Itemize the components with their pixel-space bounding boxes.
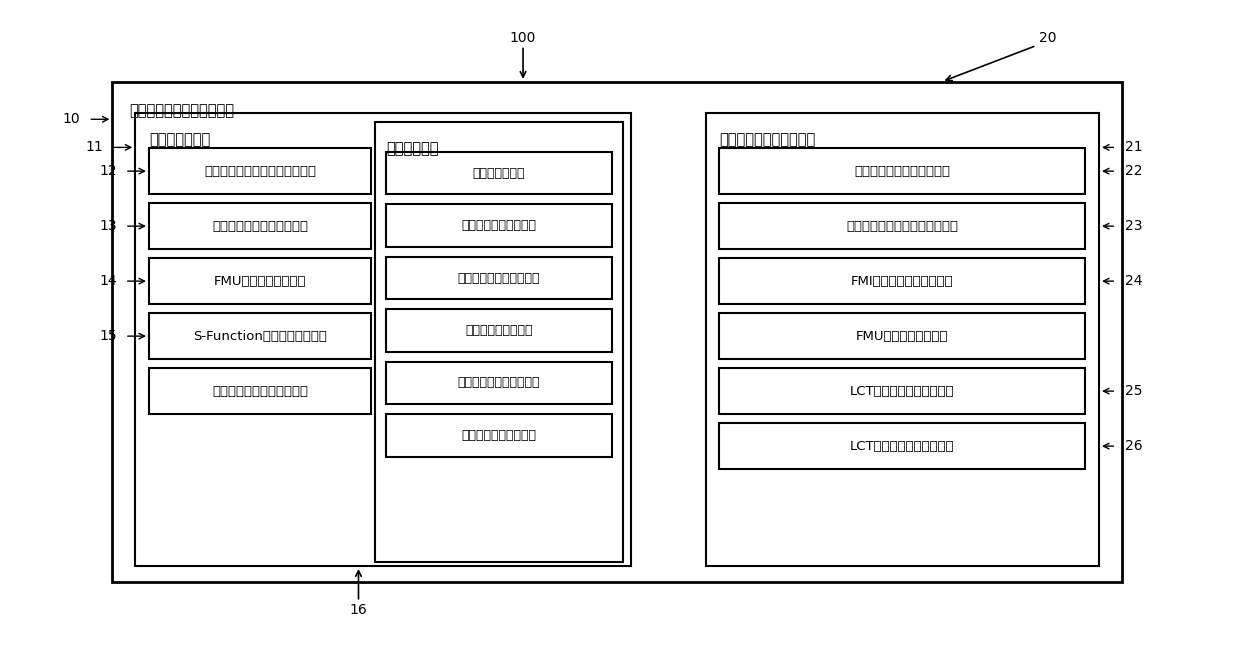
Bar — [149, 313, 371, 359]
Text: LCT模型定义文件生成模块: LCT模型定义文件生成模块 — [851, 439, 955, 452]
Text: 13: 13 — [99, 219, 117, 233]
Bar — [386, 256, 613, 299]
Text: 操作信号传递与处理模块: 操作信号传递与处理模块 — [458, 271, 541, 284]
Text: 22: 22 — [1126, 164, 1143, 178]
Text: 100: 100 — [510, 31, 536, 45]
Bar — [149, 368, 371, 414]
Text: 16: 16 — [350, 603, 367, 617]
Text: 模型目录状态监测模块: 模型目录状态监测模块 — [461, 429, 537, 442]
Text: 21: 21 — [1126, 141, 1143, 154]
Bar — [719, 258, 1085, 304]
Text: 14: 14 — [99, 274, 117, 288]
Text: 24: 24 — [1126, 274, 1143, 288]
Text: FMI接口代码文件生成模块: FMI接口代码文件生成模块 — [851, 275, 954, 288]
Text: 用户模型定义文件解析模块: 用户模型定义文件解析模块 — [854, 165, 950, 178]
Text: 15: 15 — [99, 329, 117, 343]
Bar — [719, 203, 1085, 249]
Bar — [719, 368, 1085, 414]
Bar — [149, 258, 371, 304]
Bar — [113, 82, 1122, 582]
Text: S-Function构建脚本生成模块: S-Function构建脚本生成模块 — [193, 329, 327, 342]
Text: 接口解析及代码生成工具: 接口解析及代码生成工具 — [719, 132, 816, 146]
Text: FMU构建脚本生成模块: FMU构建脚本生成模块 — [213, 275, 306, 288]
Bar — [719, 423, 1085, 469]
Text: 公用数据结构定义文件解析模块: 公用数据结构定义文件解析模块 — [205, 165, 316, 178]
Text: 12: 12 — [99, 164, 117, 178]
Text: FMU描述文件生成模块: FMU描述文件生成模块 — [856, 329, 949, 342]
Text: LCT接口代码文件生成模块: LCT接口代码文件生成模块 — [851, 385, 955, 398]
Bar — [719, 148, 1085, 194]
Bar — [149, 203, 371, 249]
Text: 系统配置持久化模块: 系统配置持久化模块 — [465, 324, 533, 337]
Bar — [374, 122, 624, 562]
Text: 23: 23 — [1126, 219, 1143, 233]
Text: 可交互表格控件: 可交互表格控件 — [472, 167, 526, 180]
Text: 多语言界面样式及布局: 多语言界面样式及布局 — [461, 219, 537, 232]
Bar — [386, 362, 613, 404]
Text: 外部进程调用与监测模块: 外部进程调用与监测模块 — [458, 376, 541, 389]
Text: 11: 11 — [86, 141, 103, 154]
Bar — [386, 152, 613, 194]
Text: 26: 26 — [1126, 439, 1143, 453]
Bar — [719, 313, 1085, 359]
Text: 25: 25 — [1126, 384, 1143, 398]
Bar — [135, 113, 631, 566]
Text: 公用数据结构定义文件解析模块: 公用数据结构定义文件解析模块 — [847, 219, 959, 232]
Text: 模型用户代码模板生成模块: 模型用户代码模板生成模块 — [212, 385, 308, 398]
Bar — [386, 414, 613, 457]
Bar — [386, 204, 613, 247]
Text: 用户模型定义文件解析模块: 用户模型定义文件解析模块 — [212, 219, 308, 232]
Bar — [149, 148, 371, 194]
Text: 20: 20 — [1039, 31, 1056, 45]
Text: 10: 10 — [63, 112, 81, 126]
Bar — [706, 113, 1099, 566]
Text: 通用界面组件: 通用界面组件 — [386, 141, 439, 156]
Bar — [386, 309, 613, 352]
Text: 向导式图形界面: 向导式图形界面 — [149, 132, 210, 146]
Text: 仿真模型接口适配开发系统: 仿真模型接口适配开发系统 — [129, 104, 234, 118]
